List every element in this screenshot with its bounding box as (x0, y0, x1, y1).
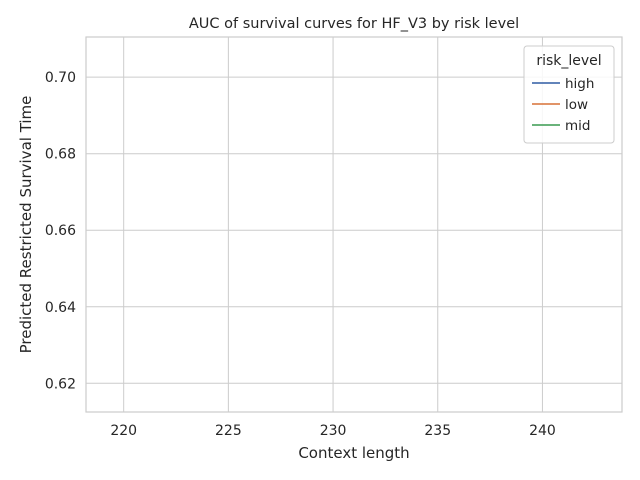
y-tick-labels: 0.62 0.64 0.66 0.68 0.70 (45, 70, 76, 392)
y-tick-label: 0.70 (45, 70, 76, 86)
legend-label-mid: mid (565, 118, 590, 134)
x-tick-label: 235 (424, 423, 451, 439)
x-tick-label: 225 (215, 423, 242, 439)
y-tick-label: 0.66 (45, 223, 76, 239)
legend-items: high low mid (532, 76, 594, 134)
legend-title: risk_level (536, 53, 601, 69)
x-tick-label: 240 (529, 423, 556, 439)
x-tick-labels: 220 225 230 235 240 (110, 423, 555, 439)
legend: risk_level high low mid (523, 45, 615, 144)
y-axis-title: Predicted Restricted Survival Time (17, 96, 35, 354)
x-axis-title: Context length (298, 444, 409, 462)
chart-title: AUC of survival curves for HF_V3 by risk… (189, 16, 519, 32)
y-tick-label: 0.64 (45, 300, 76, 316)
legend-frame (523, 45, 615, 144)
y-tick-label: 0.68 (45, 147, 76, 163)
y-tick-label: 0.62 (45, 376, 76, 392)
x-tick-label: 220 (110, 423, 137, 439)
x-tick-label: 230 (320, 423, 347, 439)
legend-label-low: low (565, 97, 588, 113)
plot-border (85, 36, 623, 413)
legend-label-high: high (565, 76, 594, 92)
x-gridlines (123, 37, 543, 412)
